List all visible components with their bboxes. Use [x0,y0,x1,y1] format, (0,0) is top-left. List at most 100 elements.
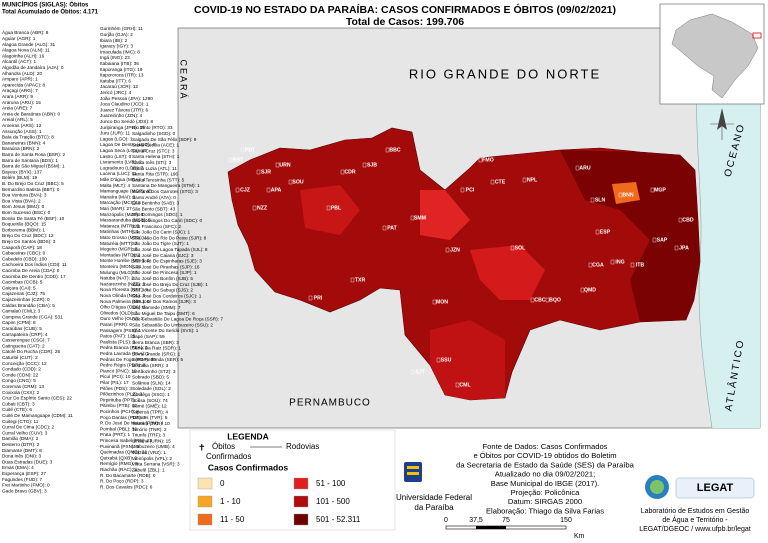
ufpb-logo [404,462,422,482]
scale-unit: Km [574,533,585,540]
legend-swatch [293,495,309,508]
region-small [612,182,640,204]
list-item: Pombal (PBL): 32 [100,426,137,431]
list-item: Soledade (SOL): 2 [132,386,171,391]
list-item: Caldas Brandão (CBA): 5 [2,303,55,308]
list-item: Cajazeirinhas (CZR): 0 [2,297,50,302]
death-marker [385,147,390,153]
municipality-label: CBD [682,217,693,223]
death-marker [362,162,367,168]
municipality-label: SAP [657,237,668,243]
list-item: São João Do Tigre (SJT): 1 [132,241,189,246]
death-marker [630,262,635,268]
list-item: Juripiranga (JPG): 16 [100,125,145,130]
death-marker [590,197,595,203]
death-marker [674,245,679,251]
list-item: Santa Rita (STR): 190 [132,172,179,177]
list-item: Vieirópolis (VPL): 2 [132,456,172,461]
list-item: Santa Cruz (STC): 3 [132,148,175,153]
region-seridó [420,190,470,240]
list-item: Jacaraú (JCR): 12 [100,84,138,89]
list-item: Algodão de Jandaíra (AJA): 0 [2,65,64,70]
list-item: Cabaceiras (CBC): 0 [2,251,46,256]
source-text: Elaboração: Thiago da Silva Farias [486,506,604,515]
list-item: Pedro Régis (PDR): 8 [100,363,146,368]
list-item: Olivedos (OLD): 3 [100,310,138,315]
municipality-label: PCI [466,187,475,193]
list-item: Alhandra (ALD): 20 [2,71,43,76]
list-item: Salgado De São Félix (SDF): 9 [132,137,197,142]
list-item: Taperoá (TPR): 4 [132,409,168,414]
list-item: Curral Velho (CUV): 3 [2,430,48,435]
list-item: Ouro Velho (OUV): 1 [100,316,144,321]
list-item: São José De Caiana (SJC): 3 [132,253,194,258]
death-marker [445,247,450,253]
list-item: Alagoa Nova (ALN): 11 [2,48,50,53]
municipality-label: JZN [450,247,460,253]
municipality-label: QMD [584,287,596,293]
death-marker [256,169,261,175]
list-item: Coremas (CRM): 13 [2,384,44,389]
list-item: Marizópolis (MZP): 6 [100,212,144,217]
list-item: Itatuba (ITT): 6 [100,78,131,83]
list-item: Sousa (SOU): 74 [132,398,168,403]
list-item: São José Dos Cordeiros (SJC): 1 [132,293,202,298]
list-item: São José Do Sabugi (SJS): 2 [132,288,193,293]
list-item: Campina Grande (CGA): 531 [2,314,63,319]
list-item: Sobrado (SBD): 5 [132,375,169,380]
list-item: Cachoeira Dos Índios (CDI): 11 [2,261,67,267]
list-item: Caturité (CUT): 2 [2,355,38,360]
legend-deaths: Óbitos [212,442,235,451]
death-marker [235,187,240,193]
list-item: Gurinhém (GRH): 11 [100,26,143,31]
list-item: Piancó (PNC): 10 [100,368,137,373]
list-item: São José De Piranhas (SJP): 16 [132,264,200,269]
list-item: Montadas (MTD): 2 [100,252,141,257]
list-item: Desterro (DTR): 2 [2,442,40,447]
source-text: e Óbitos por COVID-19 obtidos do Boletim [473,451,616,460]
list-item: Cacimba De Dentro (CDD): 17 [2,274,66,279]
list-item: Congo (CNG): 5 [2,378,36,383]
municipality-label: PBL [331,205,342,211]
death-marker [240,147,245,153]
list-item: Catolé Do Rocha (CDR): 26 [2,349,60,354]
legend-deaths-sub: Confirmados [206,452,251,461]
list-item: Araruna (ARU): 15 [2,100,41,105]
list-item: Araçagi (ARG): 7 [2,88,38,93]
list-item: Capim (CPM): 8 [2,320,36,325]
list-item: Serra Branca (SBR): 3 [132,340,179,345]
list-item: Serra Da Raiz (SDR): 1 [132,346,181,351]
list-item: Pirpirituba (PPT): 7 [100,397,140,402]
legend-class-label: 1 - 10 [220,497,241,506]
list-item: Lagoa Seca (LGS): 29 [100,148,147,153]
death-marker [350,277,355,283]
list-item: Baraúna (BRN): 2 [2,146,40,151]
list-item: Água Branca (ABR): 8 [2,29,49,35]
death-marker [460,187,465,193]
region-south [430,320,505,400]
list-item: Bayeux (BYX): 137 [2,169,42,174]
list-item: Assunção (ASS): 1 [2,129,42,134]
lab-logo-text: LEGAT [697,482,734,494]
death-marker [678,217,683,223]
scale-bar-fill [476,526,506,529]
list-item: Cuité De Mamanguape (CDM): 11 [2,413,73,418]
municipality-label: PRI [314,295,323,301]
list-item: Fagundes (FUD): 7 [2,477,43,482]
list-item: Pedra Lavrada (PLA): 1 [100,351,150,356]
source-text: Datum: SIRGAS 2000 [508,497,582,506]
legend-swatch [293,477,309,490]
institution-text: da Paraíba [414,503,454,512]
death-marker [266,187,271,193]
municipality-label: NZZ [257,205,268,211]
death-marker [545,297,550,303]
legend-roads: Rodovias [286,442,319,451]
list-item: Pedras De Fogo (PDF): 38 [100,357,156,362]
list-item: Duas Estradas (DUE): 3 [2,459,53,464]
list-item: Mato Grosso (MTG): 1 [100,235,147,240]
list-item: Pilões (PDS): 3 [100,386,132,391]
municipality-label: APA [271,187,282,193]
death-marker [340,169,345,175]
list-item: Poço Dantas (PDT): 2 [100,415,146,420]
